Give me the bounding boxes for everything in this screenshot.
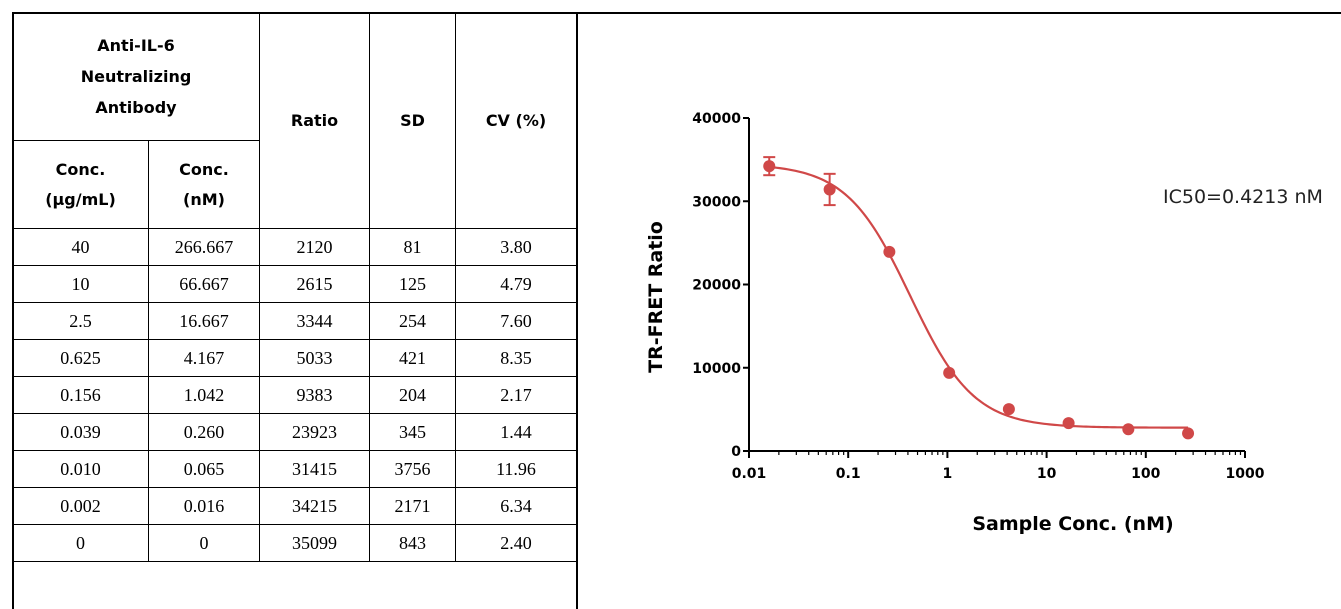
data-point	[1062, 417, 1075, 430]
fit-curve	[769, 165, 1189, 429]
sd-cell: 421	[369, 339, 456, 377]
sd-cell: 254	[369, 302, 456, 340]
table-row: 0.002 0.016 34215 2171 6.34	[12, 487, 577, 525]
y-tick-label: 40000	[692, 111, 741, 127]
ratio-cell: 3344	[259, 302, 370, 340]
sd-cell: 125	[369, 265, 456, 303]
y-tick-label: 10000	[692, 361, 741, 377]
cv-header: CV (%)	[455, 12, 577, 229]
conc-nm-cell: 266.667	[148, 228, 260, 266]
y-axis: 0 10000 20000 30000 40000	[692, 111, 750, 460]
data-points	[763, 156, 1195, 440]
data-point	[1182, 427, 1195, 440]
sd-cell: 81	[369, 228, 456, 266]
x-tick-label: 0.1	[836, 466, 861, 482]
table-body: 40 266.667 2120 81 3.80 10 66.667 2615 125 4.79 2.…	[12, 228, 577, 562]
conc-ug-cell: 0	[12, 524, 149, 562]
y-tick-label: 0	[731, 444, 741, 460]
table-row: 0 0 35099 843 2.40	[12, 524, 577, 562]
antibody-header-line1: Anti-IL-6	[97, 36, 175, 55]
conc-ug-cell: 2.5	[12, 302, 149, 340]
y-axis-title: TR-FRET Ratio	[645, 221, 667, 373]
panel-divider	[576, 12, 578, 609]
ratio-cell: 2120	[259, 228, 370, 266]
y-tick-label: 30000	[692, 194, 741, 210]
conc-nm-cell: 0.065	[148, 450, 260, 488]
ratio-cell: 35099	[259, 524, 370, 562]
conc-ug-header: Conc. (μg/mL)	[12, 140, 149, 229]
conc-ug-cell: 10	[12, 265, 149, 303]
antibody-header-line3: Antibody	[95, 98, 177, 117]
cv-cell: 2.40	[455, 524, 577, 562]
conc-ug-cell: 0.625	[12, 339, 149, 377]
table-row: 0.625 4.167 5033 421 8.35	[12, 339, 577, 377]
data-point	[763, 160, 776, 173]
conc-ug-cell: 0.039	[12, 413, 149, 451]
data-point	[943, 366, 956, 379]
sd-header: SD	[369, 12, 456, 229]
conc-nm-cell: 4.167	[148, 339, 260, 377]
x-tick-label: 1000	[1226, 466, 1265, 482]
ratio-cell: 5033	[259, 339, 370, 377]
ratio-cell: 2615	[259, 265, 370, 303]
header-row-units: Conc. (μg/mL) Conc. (nM)	[12, 140, 577, 229]
data-point	[1122, 423, 1135, 436]
sd-cell: 843	[369, 524, 456, 562]
table-row: 10 66.667 2615 125 4.79	[12, 265, 577, 303]
data-point	[823, 183, 836, 196]
conc-nm-header-line1: Conc.	[179, 159, 229, 179]
conc-ug-header-line1: Conc.	[55, 159, 106, 179]
cv-cell: 6.34	[455, 487, 577, 525]
conc-nm-cell: 0.016	[148, 487, 260, 525]
ratio-cell: 23923	[259, 413, 370, 451]
conc-nm-cell: 0.260	[148, 413, 260, 451]
table-row: 0.010 0.065 31415 3756 11.96	[12, 450, 577, 488]
table-row: 2.5 16.667 3344 254 7.60	[12, 302, 577, 340]
conc-nm-header-line2: (nM)	[183, 189, 225, 209]
x-tick-label: 100	[1131, 466, 1160, 482]
conc-nm-header: Conc. (nM)	[148, 140, 260, 229]
ic50-annotation: IC50=0.4213 nM	[1163, 186, 1323, 208]
conc-nm-cell: 16.667	[148, 302, 260, 340]
cv-cell: 7.60	[455, 302, 577, 340]
cv-cell: 11.96	[455, 450, 577, 488]
data-table: Anti-IL-6 Neutralizing Antibody Ratio SD…	[12, 12, 577, 562]
conc-ug-cell: 40	[12, 228, 149, 266]
x-axis: 0.01 0.1 1 10 100 1000	[732, 450, 1265, 482]
sd-cell: 204	[369, 376, 456, 414]
cv-cell: 2.17	[455, 376, 577, 414]
conc-ug-cell: 0.010	[12, 450, 149, 488]
ratio-cell: 34215	[259, 487, 370, 525]
data-point	[883, 245, 896, 258]
conc-nm-cell: 1.042	[148, 376, 260, 414]
x-tick-label: 0.01	[732, 466, 767, 482]
table-row: 0.156 1.042 9383 204 2.17	[12, 376, 577, 414]
sd-cell: 2171	[369, 487, 456, 525]
table-row: 40 266.667 2120 81 3.80	[12, 228, 577, 266]
cv-cell: 3.80	[455, 228, 577, 266]
sd-cell: 345	[369, 413, 456, 451]
ratio-cell: 9383	[259, 376, 370, 414]
cv-cell: 8.35	[455, 339, 577, 377]
cv-cell: 1.44	[455, 413, 577, 451]
data-point	[1002, 403, 1015, 416]
antibody-header-line2: Neutralizing	[80, 67, 192, 86]
conc-nm-cell: 66.667	[148, 265, 260, 303]
conc-ug-header-line2: (μg/mL)	[45, 189, 116, 209]
y-tick-label: 20000	[692, 278, 741, 294]
sd-cell: 3756	[369, 450, 456, 488]
header-row-main: Anti-IL-6 Neutralizing Antibody Ratio SD…	[12, 12, 577, 229]
table-row: 0.039 0.260 23923 345 1.44	[12, 413, 577, 451]
ratio-header: Ratio	[259, 12, 370, 229]
x-tick-label: 10	[1037, 466, 1057, 482]
cv-cell: 4.79	[455, 265, 577, 303]
ratio-cell: 31415	[259, 450, 370, 488]
conc-ug-cell: 0.156	[12, 376, 149, 414]
x-axis-title: Sample Conc. (nM)	[972, 513, 1173, 535]
x-tick-label: 1	[943, 466, 953, 482]
conc-nm-cell: 0	[148, 524, 260, 562]
conc-ug-cell: 0.002	[12, 487, 149, 525]
antibody-header: Anti-IL-6 Neutralizing Antibody	[12, 12, 260, 141]
